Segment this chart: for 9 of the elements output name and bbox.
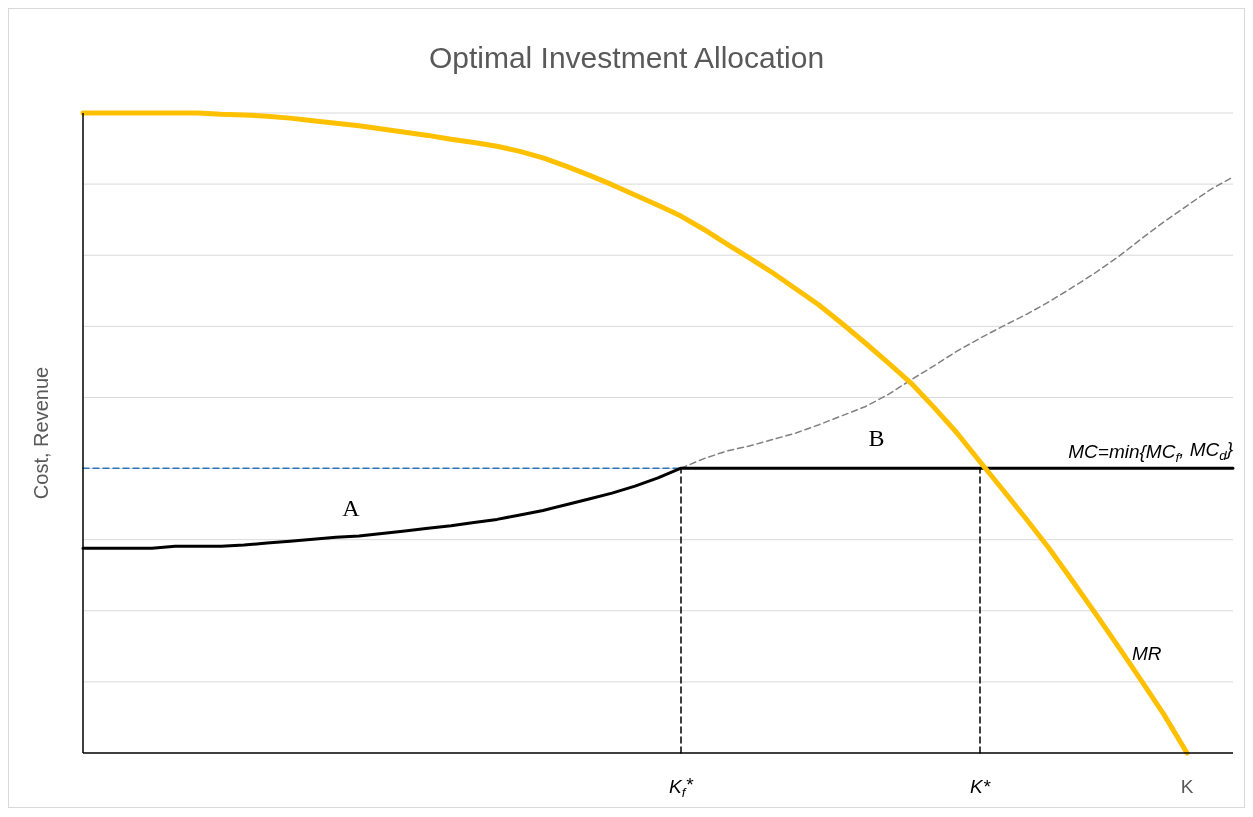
- x-tick-label: K: [1180, 776, 1194, 797]
- annotation: B: [868, 424, 885, 451]
- x-tick-label: K*: [969, 776, 991, 797]
- x-tick-label: K$_{f}$*: [669, 774, 694, 800]
- y-axis-title: Cost, Revenue: [30, 366, 52, 500]
- series-label: MR: [1132, 643, 1162, 665]
- series-label: MC=min{MC$_{f}$, MC$_{d}$}: [1068, 437, 1234, 466]
- chart-title: Optimal Investment Allocation: [428, 41, 825, 74]
- annotation: A: [342, 495, 361, 522]
